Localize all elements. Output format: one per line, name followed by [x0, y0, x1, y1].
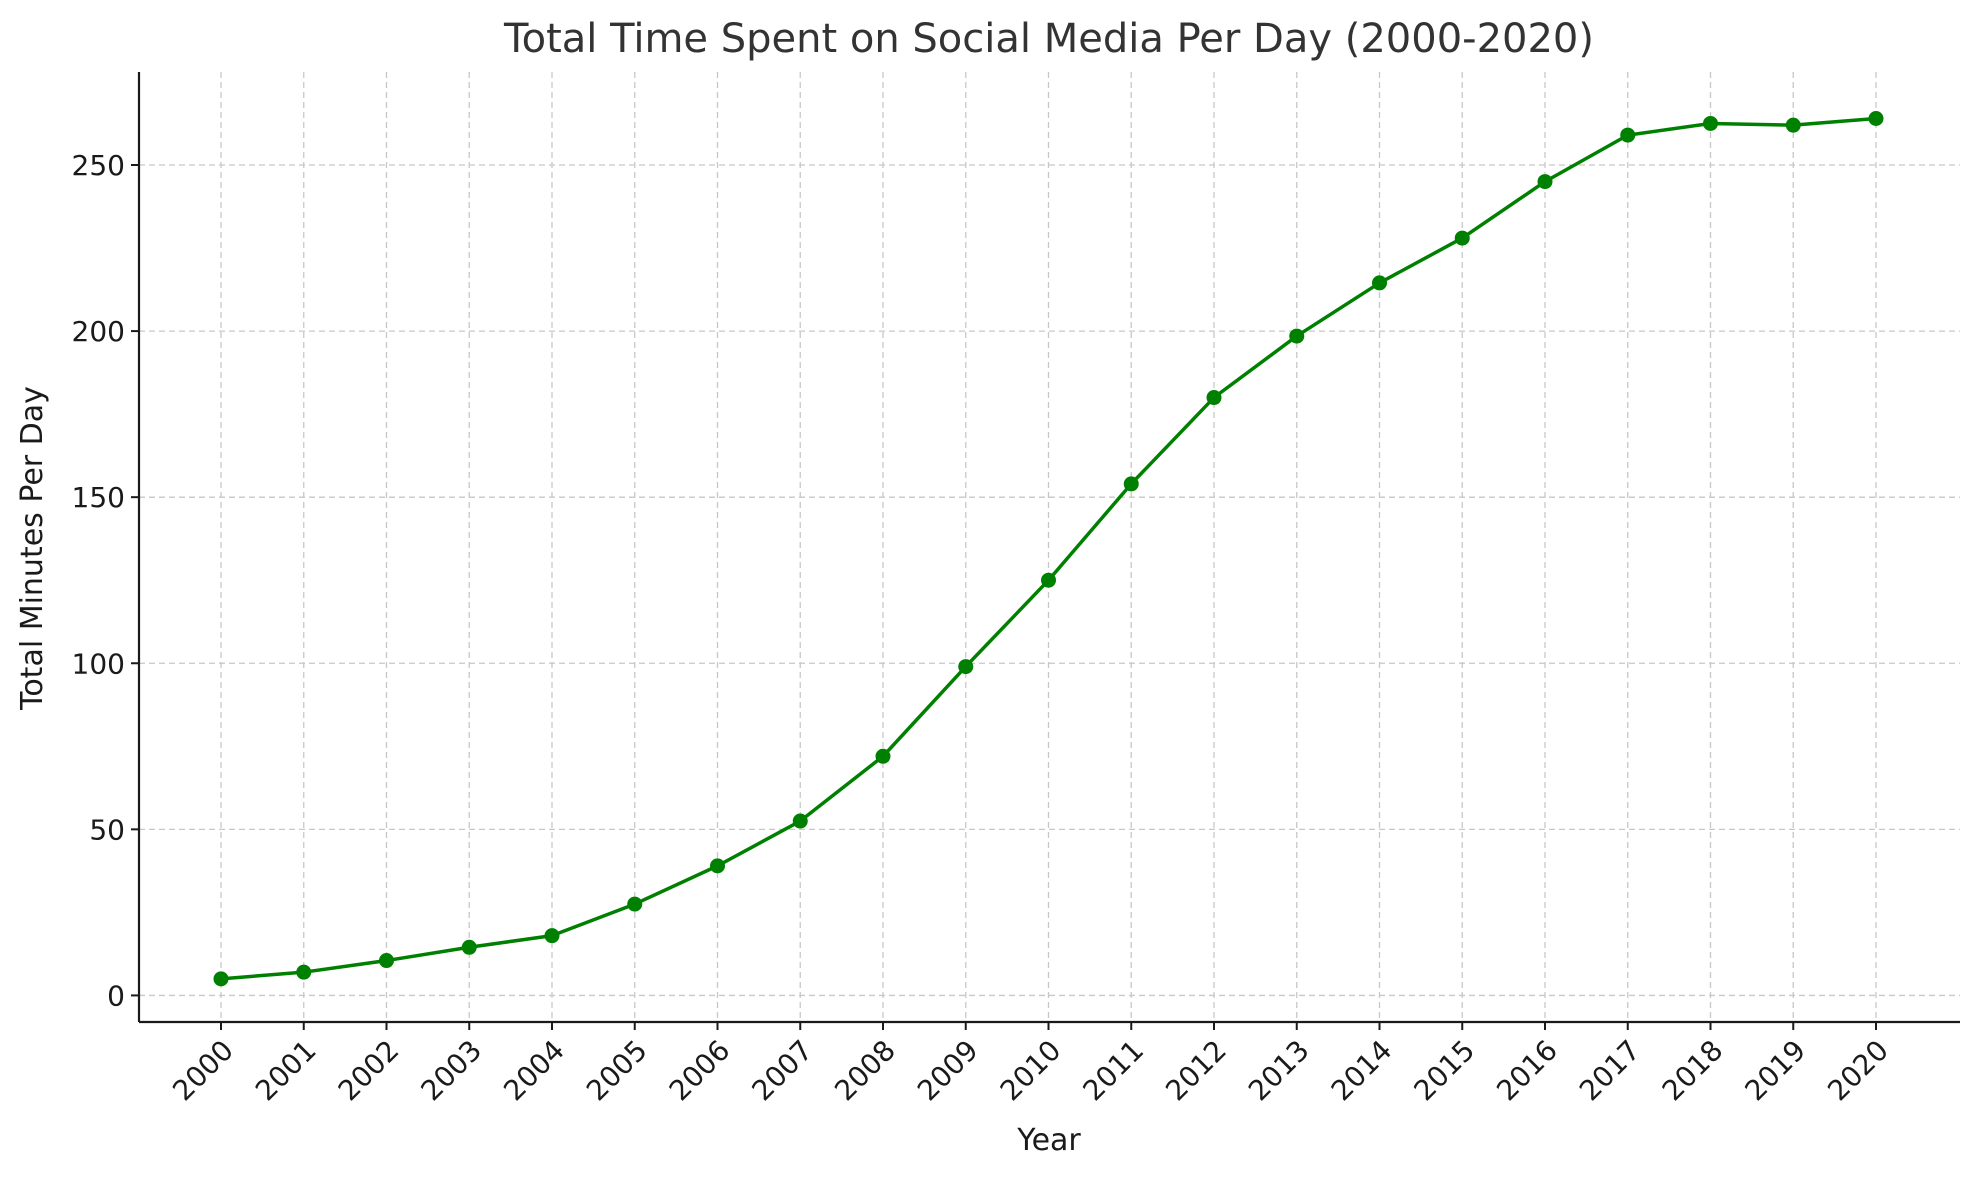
- y-tick-label: 150: [72, 481, 125, 514]
- x-tick-label: 2020: [1821, 1034, 1895, 1108]
- data-point: [296, 964, 312, 980]
- x-tick-label: 2016: [1490, 1034, 1564, 1108]
- data-point: [958, 659, 974, 675]
- data-point: [544, 928, 560, 944]
- x-tick-label: 2008: [828, 1034, 902, 1108]
- y-tick-label: 50: [89, 813, 125, 846]
- x-tick-label: 2011: [1076, 1034, 1150, 1108]
- data-point: [1868, 111, 1884, 127]
- x-tick-label: 2003: [414, 1034, 488, 1108]
- data-point: [1289, 328, 1305, 344]
- x-tick-label: 2001: [249, 1034, 323, 1108]
- y-axis-label: Total Minutes Per Day: [15, 386, 50, 711]
- data-point: [461, 939, 477, 955]
- data-point: [379, 953, 394, 969]
- data-point: [1703, 115, 1718, 131]
- x-tick-label: 2005: [580, 1034, 654, 1108]
- axes-frame: [137, 72, 1960, 1024]
- x-tick-label: 2007: [745, 1034, 819, 1108]
- x-tick-label: 2017: [1573, 1034, 1647, 1108]
- x-tick-label: 2012: [1159, 1034, 1233, 1108]
- data-point: [875, 748, 891, 764]
- x-tick-label: 2002: [332, 1034, 406, 1108]
- data-point: [1123, 476, 1139, 492]
- series-layer: [213, 111, 1884, 987]
- data-point: [1454, 230, 1470, 246]
- data-point: [710, 858, 725, 874]
- x-tick-label: 2000: [166, 1034, 240, 1108]
- data-point: [213, 971, 229, 987]
- data-point: [1372, 275, 1387, 291]
- data-point: [792, 813, 808, 829]
- x-tick-label: 2013: [1242, 1034, 1316, 1108]
- x-tick-label: 2019: [1738, 1034, 1812, 1108]
- data-point: [627, 896, 643, 912]
- x-axis-label: Year: [1016, 1123, 1081, 1158]
- data-point: [1785, 117, 1801, 133]
- y-tick-label: 0: [107, 979, 125, 1012]
- data-point: [1041, 572, 1056, 588]
- y-tick-label: 100: [72, 647, 125, 680]
- data-point: [1206, 390, 1222, 406]
- x-tick-label: 2004: [497, 1034, 571, 1108]
- x-tick-label: 2006: [663, 1034, 737, 1108]
- y-tick-label: 200: [72, 315, 125, 348]
- data-point: [1537, 174, 1553, 190]
- x-tick-label: 2010: [994, 1034, 1068, 1108]
- chart-title: Total Time Spent on Social Media Per Day…: [503, 16, 1594, 62]
- x-tick-label: 2018: [1656, 1034, 1730, 1108]
- x-tick-label: 2014: [1325, 1034, 1399, 1108]
- x-tick-label: 2009: [911, 1034, 985, 1108]
- y-tick-label: 250: [72, 149, 125, 182]
- grid-layer: [139, 72, 1960, 1022]
- data-point: [1620, 127, 1636, 143]
- x-tick-label: 2015: [1407, 1034, 1481, 1108]
- tick-layer: 2000 2001 2002 2003 2004 2005 2006 2007 2008 2009…: [72, 149, 1895, 1107]
